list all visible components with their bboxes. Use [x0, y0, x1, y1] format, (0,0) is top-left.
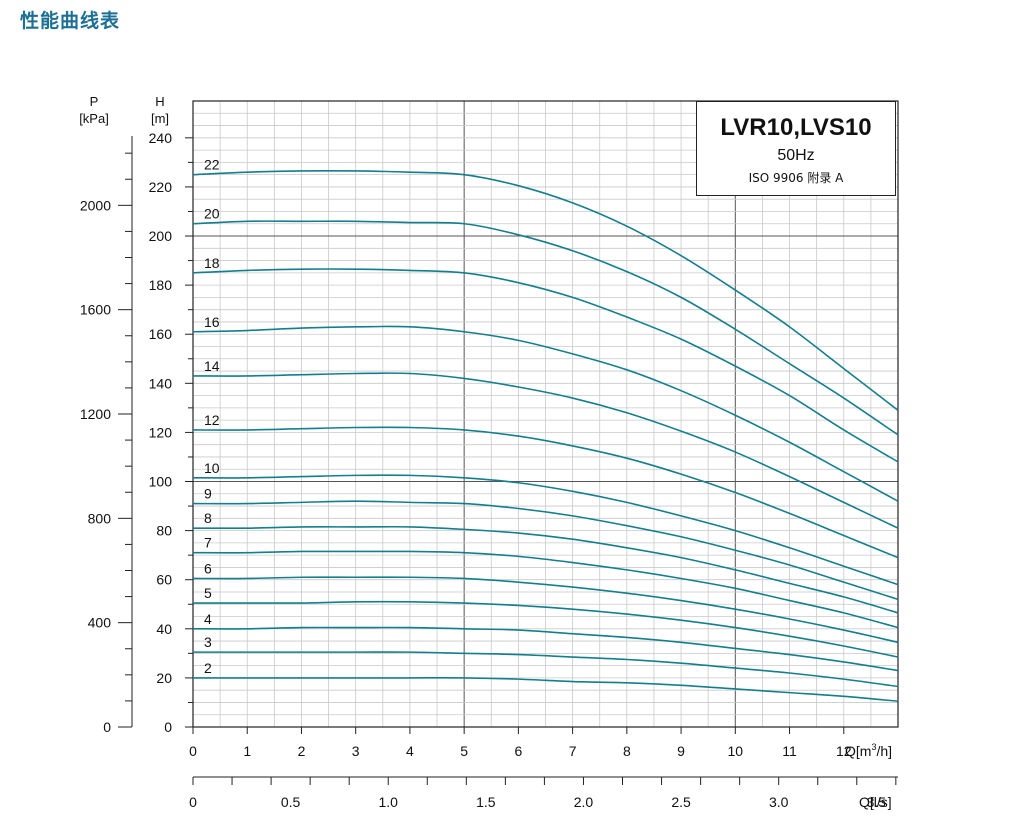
ls-axis-tick-label: 1.0	[378, 794, 398, 810]
legend-frequency: 50Hz	[777, 147, 815, 164]
curve-stages-12	[192, 426, 899, 559]
curve-stages-20	[192, 220, 899, 436]
curve-stages-5	[193, 600, 899, 658]
legend-standard: ISO 9906 附录 A	[748, 171, 844, 185]
curve-label-22: 22	[204, 157, 220, 173]
curve-stages-9	[192, 500, 899, 601]
h-axis-tick-label: 80	[156, 523, 172, 539]
curve-label-16: 16	[204, 314, 220, 330]
q-axis-tick-label: 3	[352, 743, 360, 759]
ls-axis-tick-label: 1.5	[476, 794, 496, 810]
q-axis-tick-label: 4	[406, 743, 414, 759]
h-axis-tick-label: 20	[156, 670, 172, 686]
h-axis-tick-label: 60	[156, 572, 172, 588]
curve-stages-14	[192, 372, 899, 529]
p-axis-tick-label: 1200	[80, 406, 111, 422]
legend-box: LVR10,LVS10 50Hz ISO 9906 附录 A	[696, 101, 896, 196]
q-axis-tick-label: 10	[728, 743, 744, 759]
p-axis-tick-label: 800	[88, 510, 112, 526]
h-axis-tick-label: 240	[149, 130, 173, 146]
curve-label-10: 10	[204, 460, 220, 476]
ls-axis-tick-label: 0	[189, 794, 197, 810]
q-axis-tick-label: 7	[569, 743, 577, 759]
h-axis-tick-label: 160	[149, 326, 173, 342]
h-axis-tick-label: 0	[164, 719, 172, 735]
h-axis-tick-label: 40	[156, 621, 172, 637]
curve-stages-3	[193, 651, 899, 688]
q-axis-tick-label: 0	[189, 743, 197, 759]
curve-stages-2	[193, 677, 899, 703]
q-axis-tick-label: 2	[298, 743, 306, 759]
curve-label-14: 14	[204, 358, 220, 374]
curve-stages-8	[192, 525, 899, 614]
p-axis-tick-label: 0	[103, 719, 111, 735]
p-axis-tick-label: 1600	[80, 302, 111, 318]
h-axis-tick-label: 120	[149, 424, 173, 440]
p-axis-label: P	[90, 94, 99, 109]
curve-label-6: 6	[204, 560, 212, 576]
legend-model: LVR10,LVS10	[720, 114, 872, 141]
h-axis-tick-label: 140	[149, 375, 173, 391]
q-axis-tick-label: 8	[623, 743, 631, 759]
curve-label-20: 20	[204, 206, 220, 222]
curve-stages-7	[192, 550, 899, 629]
curve-label-8: 8	[204, 510, 212, 526]
curve-stages-4	[192, 626, 899, 672]
ls-axis-tick-label: 2.5	[671, 794, 691, 810]
p-axis-tick-label: 2000	[80, 197, 111, 213]
q-axis-tick-label: 12	[836, 743, 852, 759]
h-axis-tick-label: 200	[149, 228, 173, 244]
curve-stages-10	[192, 474, 899, 586]
h-axis-unit: [m]	[151, 111, 169, 126]
h-axis-tick-label: 220	[149, 179, 173, 195]
ls-axis-tick-label: 3.5	[867, 794, 887, 810]
curve-stages-16	[192, 325, 899, 502]
h-axis-label: H	[155, 94, 164, 109]
ls-axis-label: Q[l/s]	[859, 794, 892, 810]
curve-label-2: 2	[204, 660, 212, 676]
p-axis-unit: [kPa]	[79, 111, 109, 126]
curve-label-4: 4	[204, 611, 212, 627]
q-axis-tick-label: 11	[782, 743, 797, 759]
curve-stages-22	[192, 170, 899, 411]
curve-label-12: 12	[204, 412, 220, 428]
h-axis-tick-label: 180	[149, 277, 173, 293]
q-axis-tick-label: 1	[243, 743, 251, 759]
ls-axis-tick-label: 3.0	[769, 794, 789, 810]
plot-frame	[192, 100, 899, 728]
h-axis-tick-label: 100	[149, 474, 173, 490]
curve-stages-6	[192, 576, 899, 644]
curve-label-3: 3	[204, 634, 212, 650]
q-axis-tick-label: 5	[460, 743, 468, 759]
page-title: 性能曲线表	[20, 10, 121, 32]
ls-axis-tick-label: 0.5	[281, 794, 301, 810]
q-axis-tick-label: 9	[677, 743, 685, 759]
curve-label-5: 5	[204, 585, 212, 601]
curve-label-7: 7	[204, 535, 212, 551]
ls-axis-tick-label: 2.0	[574, 794, 594, 810]
curve-label-9: 9	[204, 486, 212, 502]
p-axis-tick-label: 400	[88, 615, 112, 631]
curve-stages-18	[192, 268, 899, 463]
q-axis-label: Q[m3/h]	[845, 742, 892, 759]
q-axis-tick-label: 6	[514, 743, 522, 759]
curve-label-18: 18	[204, 255, 220, 271]
